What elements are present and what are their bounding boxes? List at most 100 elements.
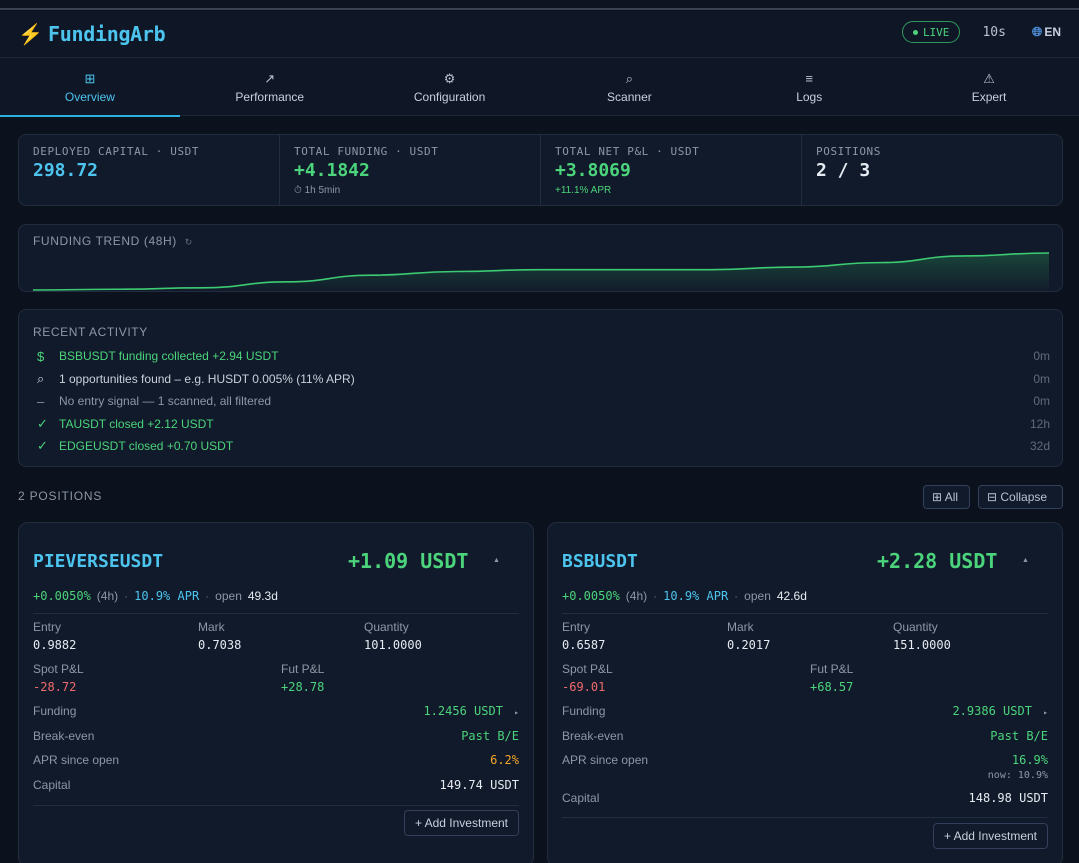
fut-pnl-value: +28.78	[281, 680, 325, 694]
separator: ·	[653, 589, 658, 603]
positions-count-heading: 2 POSITIONS	[18, 489, 103, 503]
trend-title: FUNDING TREND (48H) ↻	[33, 234, 193, 248]
position-pnl: +1.09 USDT	[348, 549, 469, 573]
tab-label: Scanner	[607, 89, 652, 104]
position-meta: +0.0050% (4h) · 10.9% APR · open 42.6d	[562, 589, 807, 603]
add-investment-button[interactable]: + Add Investment	[932, 823, 1048, 849]
trend-line	[32, 252, 1050, 291]
funding-trend-panel: FUNDING TREND (48H) ↻	[18, 224, 1063, 292]
activity-item: – No entry signal — 1 scanned, all filte…	[33, 390, 1050, 413]
recent-activity-panel: RECENT ACTIVITY $ BSBUSDT funding collec…	[18, 309, 1063, 467]
break-even-label: Break-even	[33, 729, 95, 743]
activity-time: 0m	[1033, 371, 1050, 386]
funding-value-row[interactable]: 1.2456 USDT ▸	[423, 704, 519, 718]
tab-logs[interactable]: ≡ Logs	[719, 58, 899, 116]
language-selector[interactable]: 🌐︎ EN	[1032, 24, 1061, 40]
stat-value: 2 / 3	[816, 160, 871, 181]
activity-item: $ BSBUSDT funding collected +2.94 USDT 0…	[33, 345, 1050, 368]
position-card: BSBUSDT +2.28 USDT ▲ +0.0050% (4h) · 10.…	[547, 522, 1063, 863]
stat-value: +3.8069	[555, 160, 631, 181]
mark-value: 0.7038	[198, 638, 242, 652]
divider	[562, 817, 1048, 818]
funding-rate: +0.0050%	[33, 589, 91, 603]
apr-since-open-label: APR since open	[33, 753, 120, 767]
funding-label: Funding	[562, 704, 606, 718]
entry-value: 0.9882	[33, 638, 77, 652]
expand-all-button[interactable]: ⊞ All	[923, 485, 970, 509]
activity-time: 0m	[1033, 349, 1050, 364]
tab-performance[interactable]: ↗ Performance	[180, 58, 360, 116]
spot-pnl-value: -69.01	[562, 680, 606, 694]
activity-text: BSBUSDT funding collected +2.94 USDT	[59, 349, 279, 364]
funding-trend-chart	[32, 252, 1050, 291]
stat-subtext: ⏱ 1h 5min	[294, 185, 341, 196]
mark-label: Mark	[727, 620, 754, 634]
tab-scanner[interactable]: ⌕ Scanner	[539, 58, 719, 116]
open-label: open	[744, 589, 771, 603]
capital-value: 148.98 USDT	[968, 791, 1048, 805]
position-meta: +0.0050% (4h) · 10.9% APR · open 49.3d	[33, 589, 278, 603]
search-icon: ⌕	[37, 370, 45, 386]
break-even-value: Past B/E	[990, 729, 1048, 743]
funding-period: (4h)	[625, 589, 648, 603]
live-label: LIVE	[922, 25, 950, 39]
brand[interactable]: ⚡ FundingArb	[18, 22, 166, 47]
chevron-right-icon: ▸	[1043, 708, 1048, 717]
trend-arrow-icon: ↗	[264, 70, 276, 86]
break-even-label: Break-even	[562, 729, 624, 743]
activity-list: $ BSBUSDT funding collected +2.94 USDT 0…	[33, 345, 1050, 458]
entry-value: 0.6587	[562, 638, 606, 652]
activity-item: ✓ TAUSDT closed +2.12 USDT 12h	[33, 413, 1050, 436]
stat-label: POSITIONS	[816, 145, 882, 158]
funding-period: (4h)	[96, 589, 119, 603]
separator: ·	[205, 589, 210, 603]
funding-value-row[interactable]: 2.9386 USDT ▸	[952, 704, 1048, 718]
activity-time: 32d	[1029, 439, 1050, 454]
stat-value: +4.1842	[294, 160, 370, 181]
stat-total-funding: TOTAL FUNDING · USDT +4.1842 ⏱ 1h 5min	[280, 135, 541, 205]
app-header: ⚡ FundingArb LIVE 10s 🌐︎ EN	[0, 11, 1079, 58]
divider	[33, 613, 519, 614]
fut-pnl-label: Fut P&L	[810, 662, 854, 676]
quantity-label: Quantity	[364, 620, 409, 634]
collapse-button[interactable]: ⊟ Collapse	[978, 485, 1063, 509]
funding-apr: 10.9% APR	[134, 589, 200, 603]
funding-rate: +0.0050%	[562, 589, 620, 603]
activity-title: RECENT ACTIVITY	[33, 325, 148, 339]
activity-time: 12h	[1029, 416, 1050, 431]
search-icon: ⌕	[625, 70, 634, 86]
tab-configuration[interactable]: ⚙ Configuration	[360, 58, 540, 116]
language-label: EN	[1044, 25, 1061, 39]
stat-total-net-pnl: TOTAL NET P&L · USDT +3.8069 +11.1% APR	[541, 135, 802, 205]
expand-caret-icon[interactable]: ▲	[493, 557, 500, 564]
quantity-value: 101.0000	[364, 638, 422, 652]
refresh-interval[interactable]: 10s	[982, 24, 1006, 40]
check-icon: ✓	[37, 438, 48, 454]
activity-text: 1 opportunities found – e.g. HUSDT 0.005…	[59, 371, 355, 386]
stat-deployed-capital: DEPLOYED CAPITAL · USDT 298.72	[19, 135, 280, 205]
live-dot-icon	[912, 29, 918, 35]
activity-text: EDGEUSDT closed +0.70 USDT	[59, 439, 234, 454]
apr-since-open-value: 16.9%	[1011, 753, 1048, 767]
refresh-icon[interactable]: ↻	[184, 237, 193, 247]
open-age: 49.3d	[247, 589, 278, 603]
break-even-value: Past B/E	[461, 729, 519, 743]
fut-pnl-label: Fut P&L	[281, 662, 325, 676]
funding-apr: 10.9% APR	[663, 589, 729, 603]
quantity-value: 151.0000	[893, 638, 951, 652]
funding-value: 2.9386 USDT	[952, 704, 1032, 718]
open-age: 42.6d	[776, 589, 807, 603]
spot-pnl-label: Spot P&L	[33, 662, 84, 676]
activity-item: ⌕ 1 opportunities found – e.g. HUSDT 0.0…	[33, 368, 1050, 391]
tab-overview[interactable]: ⊞ Overview	[0, 58, 180, 117]
expand-caret-icon[interactable]: ▲	[1022, 557, 1029, 564]
position-symbol[interactable]: PIEVERSEUSDT	[33, 551, 164, 572]
tab-label: Expert	[971, 89, 1007, 104]
stats-panel: DEPLOYED CAPITAL · USDT 298.72 TOTAL FUN…	[18, 134, 1063, 206]
activity-time: 0m	[1033, 394, 1050, 409]
position-symbol[interactable]: BSBUSDT	[562, 551, 638, 572]
capital-value: 149.74 USDT	[439, 778, 519, 792]
add-investment-button[interactable]: + Add Investment	[403, 810, 519, 836]
divider	[33, 805, 519, 806]
tab-expert[interactable]: ⚠ Expert	[899, 58, 1079, 116]
